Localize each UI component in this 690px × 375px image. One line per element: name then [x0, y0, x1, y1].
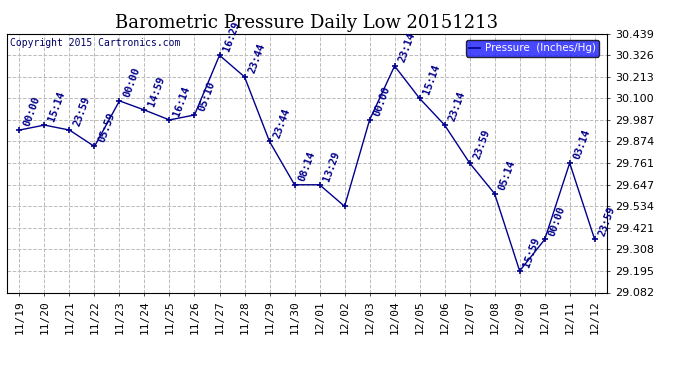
Title: Barometric Pressure Daily Low 20151213: Barometric Pressure Daily Low 20151213: [115, 14, 499, 32]
Text: 05:59: 05:59: [97, 111, 117, 144]
Legend: Pressure  (Inches/Hg): Pressure (Inches/Hg): [466, 40, 599, 57]
Text: 15:14: 15:14: [46, 90, 66, 123]
Text: 05:10: 05:10: [197, 80, 217, 113]
Text: 23:44: 23:44: [246, 42, 266, 75]
Text: 05:14: 05:14: [497, 159, 517, 192]
Text: 03:14: 03:14: [572, 128, 592, 161]
Text: 23:14: 23:14: [397, 31, 417, 64]
Text: 23:59: 23:59: [597, 204, 617, 237]
Text: 14:59: 14:59: [146, 75, 166, 108]
Text: 08:14: 08:14: [297, 150, 317, 183]
Text: 13:29: 13:29: [322, 150, 342, 183]
Text: 23:59: 23:59: [472, 128, 492, 161]
Text: 16:29: 16:29: [221, 20, 242, 53]
Text: 15:14: 15:14: [422, 63, 442, 96]
Text: 00:00: 00:00: [121, 66, 141, 99]
Text: 23:59: 23:59: [72, 95, 92, 128]
Text: 23:14: 23:14: [446, 90, 466, 123]
Text: 00:00: 00:00: [372, 85, 392, 118]
Text: 00:00: 00:00: [546, 204, 566, 237]
Text: 00:00: 00:00: [21, 95, 41, 128]
Text: 16:14: 16:14: [172, 85, 192, 118]
Text: 23:44: 23:44: [272, 106, 292, 139]
Text: Copyright 2015 Cartronics.com: Copyright 2015 Cartronics.com: [10, 38, 180, 48]
Text: 15:59: 15:59: [522, 236, 542, 268]
